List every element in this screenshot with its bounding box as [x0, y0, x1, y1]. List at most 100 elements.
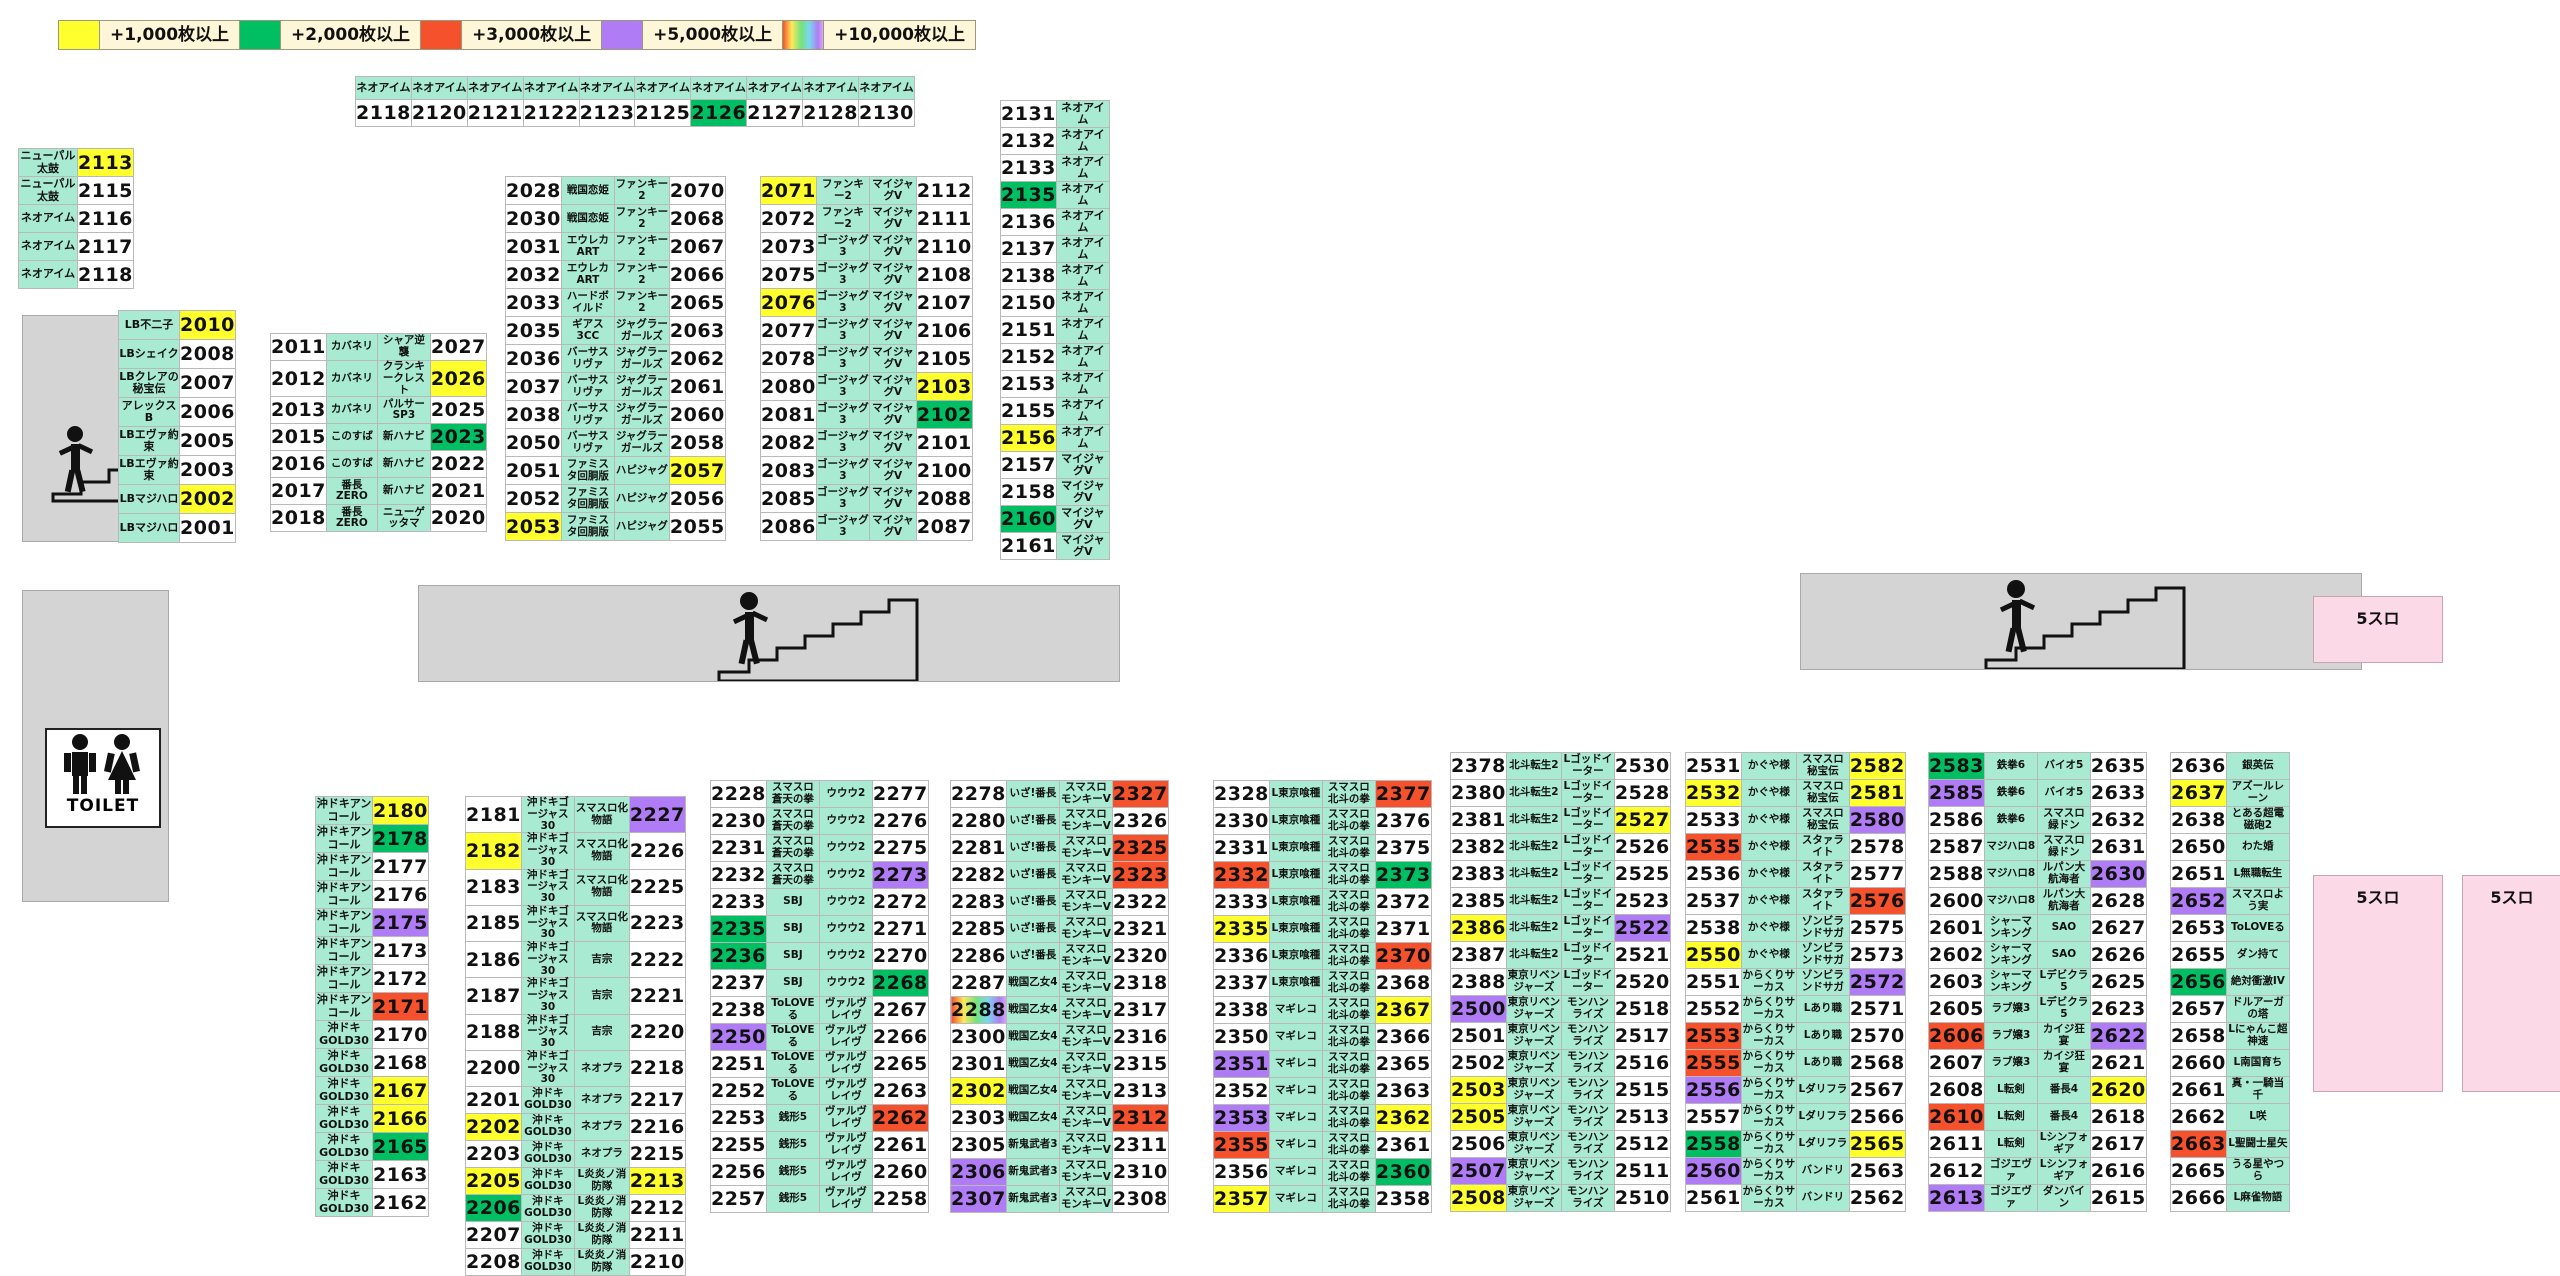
machine-name-cell[interactable]: ニューゲッタマ [376, 504, 431, 533]
machine-name-cell[interactable]: ゴジエヴァ [1983, 1157, 2038, 1185]
machine-number-cell[interactable]: 2061 [668, 372, 726, 401]
machine-name-cell[interactable]: ネオアイム [634, 76, 692, 100]
machine-number-cell[interactable]: 2250 [710, 1023, 767, 1051]
machine-number-cell[interactable]: 2162 [372, 1188, 429, 1217]
machine-name-cell[interactable]: かぐや様 [1740, 914, 1797, 942]
machine-number-cell[interactable]: 2628 [2089, 887, 2147, 915]
machine-number-cell[interactable]: 2072 [760, 204, 817, 233]
machine-number-cell[interactable]: 2151 [1000, 316, 1057, 344]
machine-name-cell[interactable]: ジャグラーガールズ [613, 344, 670, 373]
machine-number-cell[interactable]: 2126 [690, 99, 748, 127]
machine-number-cell[interactable]: 2157 [1000, 451, 1057, 479]
machine-number-cell[interactable]: 2272 [871, 888, 929, 916]
machine-name-cell[interactable]: Lゴッドイーター [1560, 914, 1615, 942]
machine-number-cell[interactable]: 2528 [1613, 779, 1671, 807]
machine-name-cell[interactable]: ゴージャグ3 [815, 484, 870, 513]
machine-number-cell[interactable]: 2175 [372, 908, 429, 937]
machine-name-cell[interactable]: モンハンライズ [1560, 1130, 1615, 1158]
machine-name-cell[interactable]: 沖ドキGOLD30 [315, 1160, 373, 1189]
machine-name-cell[interactable]: Lゴッドイーター [1560, 833, 1615, 861]
machine-name-cell[interactable]: 戦国乙女4 [1005, 1104, 1060, 1132]
machine-number-cell[interactable]: 2561 [1685, 1184, 1742, 1212]
machine-number-cell[interactable]: 2333 [1213, 888, 1270, 916]
machine-name-cell[interactable]: スマスロモンキーV [1058, 1185, 1113, 1213]
machine-name-cell[interactable]: LBエヴァ約束 [118, 426, 180, 456]
machine-name-cell[interactable]: エウレカART [560, 260, 615, 289]
machine-number-cell[interactable]: 2066 [668, 260, 726, 289]
machine-number-cell[interactable]: 2057 [668, 456, 726, 485]
machine-number-cell[interactable]: 2530 [1613, 752, 1671, 780]
machine-name-cell[interactable]: ネオアイム [1055, 208, 1110, 236]
machine-name-cell[interactable]: 銭形5 [765, 1185, 820, 1213]
machine-number-cell[interactable]: 2567 [1848, 1076, 1906, 1104]
machine-name-cell[interactable]: 沖ドキGOLD30 [520, 1140, 575, 1168]
machine-number-cell[interactable]: 2520 [1613, 968, 1671, 996]
machine-number-cell[interactable]: 2568 [1848, 1049, 1906, 1077]
machine-number-cell[interactable]: 2623 [2089, 995, 2147, 1023]
machine-name-cell[interactable]: Lデビクラ5 [2036, 995, 2091, 1023]
machine-name-cell[interactable]: ヴァルヴレイヴ [818, 1077, 873, 1105]
machine-number-cell[interactable]: 2078 [760, 344, 817, 373]
machine-number-cell[interactable]: 2506 [1450, 1130, 1507, 1158]
machine-number-cell[interactable]: 2352 [1213, 1077, 1270, 1105]
machine-name-cell[interactable]: モンハンライズ [1560, 1022, 1615, 1050]
machine-name-cell[interactable]: スマスロモンキーV [1058, 1104, 1113, 1132]
machine-name-cell[interactable]: ゴージャグ3 [815, 400, 870, 429]
machine-number-cell[interactable]: 2012 [270, 359, 327, 398]
machine-number-cell[interactable]: 2236 [710, 942, 767, 970]
machine-number-cell[interactable]: 2113 [77, 148, 134, 177]
machine-number-cell[interactable]: 2132 [1000, 127, 1057, 155]
machine-number-cell[interactable]: 2651 [2170, 860, 2227, 888]
machine-number-cell[interactable]: 2076 [760, 288, 817, 317]
machine-number-cell[interactable]: 2216 [628, 1113, 686, 1141]
machine-name-cell[interactable]: ToLOVEる [2225, 914, 2290, 942]
machine-name-cell[interactable]: 戦国恋姫 [560, 204, 615, 233]
machine-number-cell[interactable]: 2211 [628, 1221, 686, 1249]
machine-number-cell[interactable]: 2315 [1111, 1050, 1169, 1078]
machine-name-cell[interactable]: 沖ドキゴージャス30 [520, 868, 575, 906]
machine-number-cell[interactable]: 2011 [270, 333, 327, 361]
machine-number-cell[interactable]: 2187 [465, 977, 522, 1015]
machine-name-cell[interactable]: 沖ドキアンコール [315, 824, 373, 853]
machine-number-cell[interactable]: 2581 [1848, 779, 1906, 807]
machine-name-cell[interactable]: Lシンフォギア [2036, 1157, 2091, 1185]
machine-number-cell[interactable]: 2337 [1213, 969, 1270, 997]
machine-name-cell[interactable]: マジハロ8 [1983, 860, 2038, 888]
machine-number-cell[interactable]: 2230 [710, 807, 767, 835]
machine-name-cell[interactable]: ネオアイム [18, 204, 78, 233]
machine-name-cell[interactable]: ダンバイン [2036, 1184, 2091, 1212]
machine-number-cell[interactable]: 2313 [1111, 1077, 1169, 1105]
machine-number-cell[interactable]: 2501 [1450, 1022, 1507, 1050]
machine-name-cell[interactable]: ネオアイム [522, 76, 580, 100]
machine-name-cell[interactable]: ネオアイム [858, 76, 915, 100]
machine-number-cell[interactable]: 2582 [1848, 752, 1906, 780]
machine-number-cell[interactable]: 2386 [1450, 914, 1507, 942]
machine-number-cell[interactable]: 2371 [1374, 915, 1432, 943]
machine-name-cell[interactable]: ゴージャグ3 [815, 344, 870, 373]
machine-name-cell[interactable]: ジャグラーガールズ [613, 316, 670, 345]
machine-name-cell[interactable]: 番長4 [2036, 1076, 2091, 1104]
machine-number-cell[interactable]: 2218 [628, 1049, 686, 1088]
machine-number-cell[interactable]: 2137 [1000, 235, 1057, 263]
machine-number-cell[interactable]: 2082 [760, 428, 817, 457]
machine-name-cell[interactable]: スマスロ北斗の拳 [1321, 1104, 1376, 1132]
machine-number-cell[interactable]: 2563 [1848, 1157, 1906, 1185]
machine-name-cell[interactable]: ヴァルヴレイヴ [818, 1104, 873, 1132]
machine-number-cell[interactable]: 2053 [505, 512, 562, 541]
machine-name-cell[interactable]: スマスロ北斗の拳 [1321, 888, 1376, 916]
machine-name-cell[interactable]: カバネリ [325, 396, 378, 425]
machine-name-cell[interactable]: スマスロ化物語 [573, 832, 630, 870]
machine-number-cell[interactable]: 2173 [372, 936, 429, 965]
machine-number-cell[interactable]: 2112 [915, 176, 973, 205]
machine-number-cell[interactable]: 2266 [871, 1023, 929, 1051]
machine-number-cell[interactable]: 2138 [1000, 262, 1057, 290]
machine-name-cell[interactable]: ジャグラーガールズ [613, 372, 670, 401]
machine-name-cell[interactable]: スマスロモンキーV [1058, 780, 1113, 808]
machine-number-cell[interactable]: 2058 [668, 428, 726, 457]
machine-name-cell[interactable]: ネオアイム [1055, 370, 1110, 398]
machine-number-cell[interactable]: 2585 [1928, 779, 1985, 807]
machine-name-cell[interactable]: 沖ドキゴージャス30 [520, 977, 575, 1015]
machine-number-cell[interactable]: 2325 [1111, 834, 1169, 862]
machine-number-cell[interactable]: 2253 [710, 1104, 767, 1132]
machine-name-cell[interactable]: スマスロよう実 [2225, 887, 2290, 915]
